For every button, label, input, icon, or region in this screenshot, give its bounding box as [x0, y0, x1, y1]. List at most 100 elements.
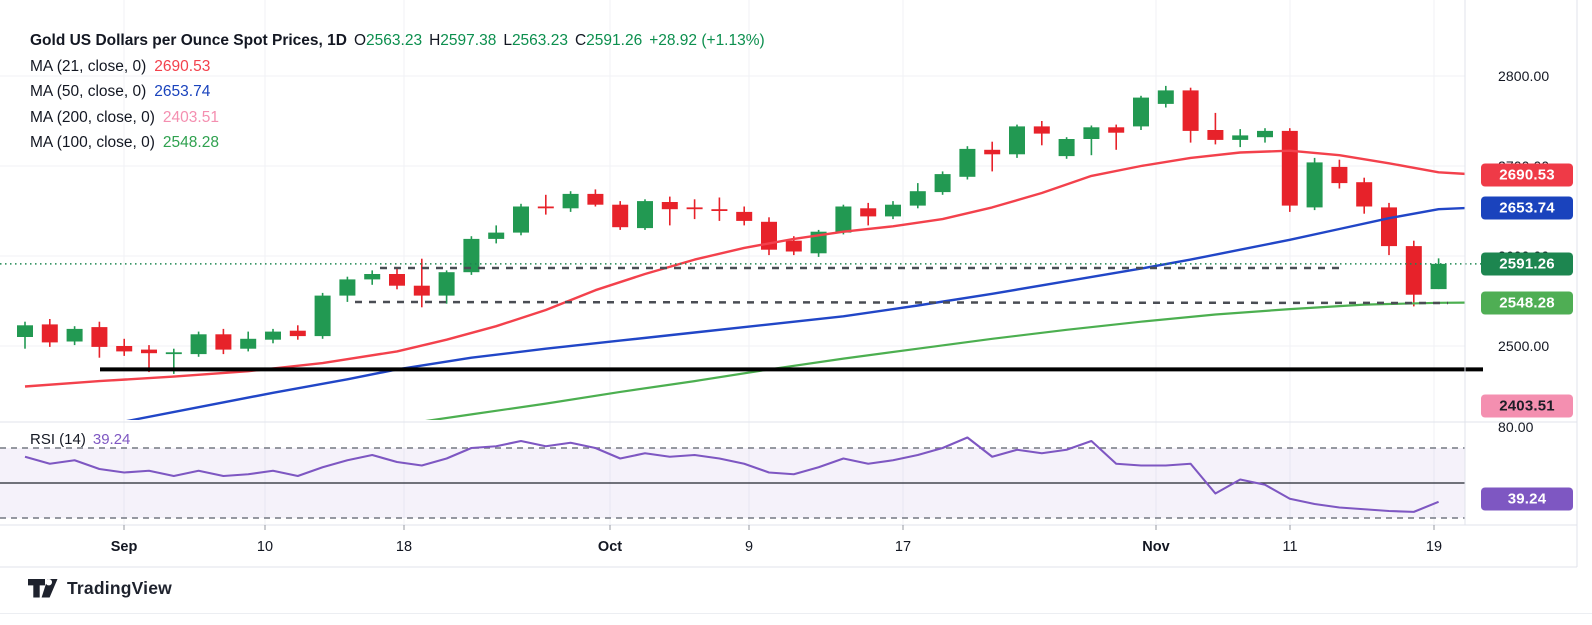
candle-body: [141, 349, 157, 354]
candle-body: [488, 232, 505, 239]
candle-body: [1157, 90, 1174, 104]
candle-body: [587, 193, 604, 205]
rsi-pane[interactable]: [0, 436, 1465, 519]
time-axis-label-nov: Nov: [1142, 539, 1170, 555]
candle-body: [364, 274, 381, 280]
candle-body: [289, 330, 306, 337]
rsi-value-badge: 39.24: [1481, 487, 1573, 511]
ma-50-line: [126, 206, 1465, 420]
time-axis-label-11: 11: [1282, 539, 1298, 555]
time-axis-label-17: 17: [894, 539, 912, 555]
candle-body: [215, 334, 232, 350]
candle-body: [41, 324, 58, 343]
candle-body: [835, 206, 852, 233]
price-axis-label-2800-00: 2800.00: [1498, 68, 1550, 84]
candle-body: [1182, 90, 1199, 131]
ma-200-value-badge: 2403.51: [1481, 394, 1573, 418]
ma-200-legend-row: MA (200, close, 0) 2403.51: [30, 105, 765, 131]
candle-body: [711, 209, 728, 211]
candle-body: [165, 352, 182, 355]
grid-lines: [0, 0, 1465, 525]
candle-body: [686, 207, 703, 210]
tradingview-logo-text: TradingView: [67, 578, 172, 598]
price-axis-label-2500-00: 2500.00: [1498, 338, 1550, 354]
candle-body: [17, 325, 33, 337]
candle-body: [91, 327, 108, 347]
candle-body: [537, 206, 554, 209]
open-label: O: [353, 32, 367, 49]
ma-21-label: MA (21, close, 0): [30, 57, 147, 75]
candle-body: [934, 174, 951, 193]
price-pane[interactable]: [17, 85, 1476, 441]
pane-separators: [0, 0, 1578, 568]
candle-body: [1033, 126, 1050, 134]
time-axis-label-9: 9: [744, 539, 754, 555]
candle-body: [1257, 130, 1273, 138]
rsi-label: RSI (14): [30, 431, 86, 448]
dashed-support-line[interactable]: [354, 300, 1449, 305]
bottom-divider: [0, 613, 1592, 614]
ma-100-legend-row: MA (100, close, 0) 2548.28: [30, 130, 765, 156]
symbol-title-row: Gold US Dollars per Ounce Spot Prices, 1…: [30, 28, 765, 54]
candle-body: [1207, 130, 1224, 140]
candle-body: [562, 193, 579, 209]
price-axis-label-80-00: 80.00: [1498, 419, 1534, 435]
low-label: L: [503, 32, 512, 49]
rsi-line: [24, 436, 1439, 513]
time-axis-label-10: 10: [256, 539, 274, 555]
ma-50-value-badge: 2653.74: [1481, 196, 1573, 220]
candle-body: [1133, 97, 1149, 127]
candle-body: [438, 272, 455, 296]
candles-group[interactable]: [17, 85, 1447, 374]
chart-legend: Gold US Dollars per Ounce Spot Prices, 1…: [30, 28, 765, 156]
candle-body: [1058, 139, 1075, 157]
open-value: 2563.23: [366, 32, 423, 49]
candle-body: [66, 328, 83, 342]
ma-100-value: 2548.28: [162, 134, 219, 152]
ma-50-legend-row: MA (50, close, 0) 2653.74: [30, 79, 765, 105]
ma-50-label: MA (50, close, 0): [30, 83, 147, 101]
candle-body: [1356, 182, 1373, 207]
candle-body: [314, 295, 331, 337]
candle-body: [389, 274, 405, 286]
candle-body: [661, 202, 678, 210]
candle-body: [909, 191, 926, 206]
ma-100-label: MA (100, close, 0): [30, 134, 155, 152]
time-axis-ticks: [123, 525, 1435, 530]
candle-body: [1009, 126, 1025, 155]
candle-body: [959, 148, 976, 177]
close-label: C: [574, 32, 587, 49]
candle-body: [513, 206, 529, 233]
rsi-legend-row: RSI (14) 39.24: [30, 431, 130, 448]
time-axis-label-18: 18: [395, 539, 413, 555]
time-axis-label-oct: Oct: [597, 539, 623, 555]
candle-body: [339, 279, 356, 296]
chart-svg[interactable]: [0, 0, 1592, 568]
candle-body: [1331, 166, 1348, 184]
candle-body: [612, 204, 629, 228]
ma-21-value-badge: 2690.53: [1481, 163, 1573, 187]
symbol-title: Gold US Dollars per Ounce Spot Prices, 1…: [30, 32, 347, 49]
candle-body: [1306, 162, 1323, 208]
candle-body: [240, 338, 257, 349]
tradingview-logo-link[interactable]: TradingView: [28, 578, 172, 599]
time-axis-label-sep: Sep: [110, 539, 138, 555]
ma-21-line: [24, 149, 1465, 388]
candle-body: [1381, 207, 1397, 247]
rsi-value: 39.24: [92, 431, 131, 448]
candle-body: [116, 346, 133, 352]
candle-body: [1430, 263, 1447, 290]
candle-body: [885, 204, 901, 217]
candle-body: [1232, 135, 1249, 140]
change-value: +28.92 (+1.13%): [649, 32, 765, 49]
candle-body: [413, 285, 430, 296]
candle-body: [265, 331, 281, 340]
tradingview-icon: [28, 579, 58, 598]
low-value: 2563.23: [511, 32, 568, 49]
high-label: H: [429, 32, 441, 49]
last-price-badge: 2591.26: [1481, 252, 1573, 276]
ma-200-value: 2403.51: [162, 108, 219, 126]
candle-body: [1405, 246, 1422, 295]
candle-body: [736, 211, 753, 221]
ma-21-value: 2690.53: [154, 57, 211, 75]
